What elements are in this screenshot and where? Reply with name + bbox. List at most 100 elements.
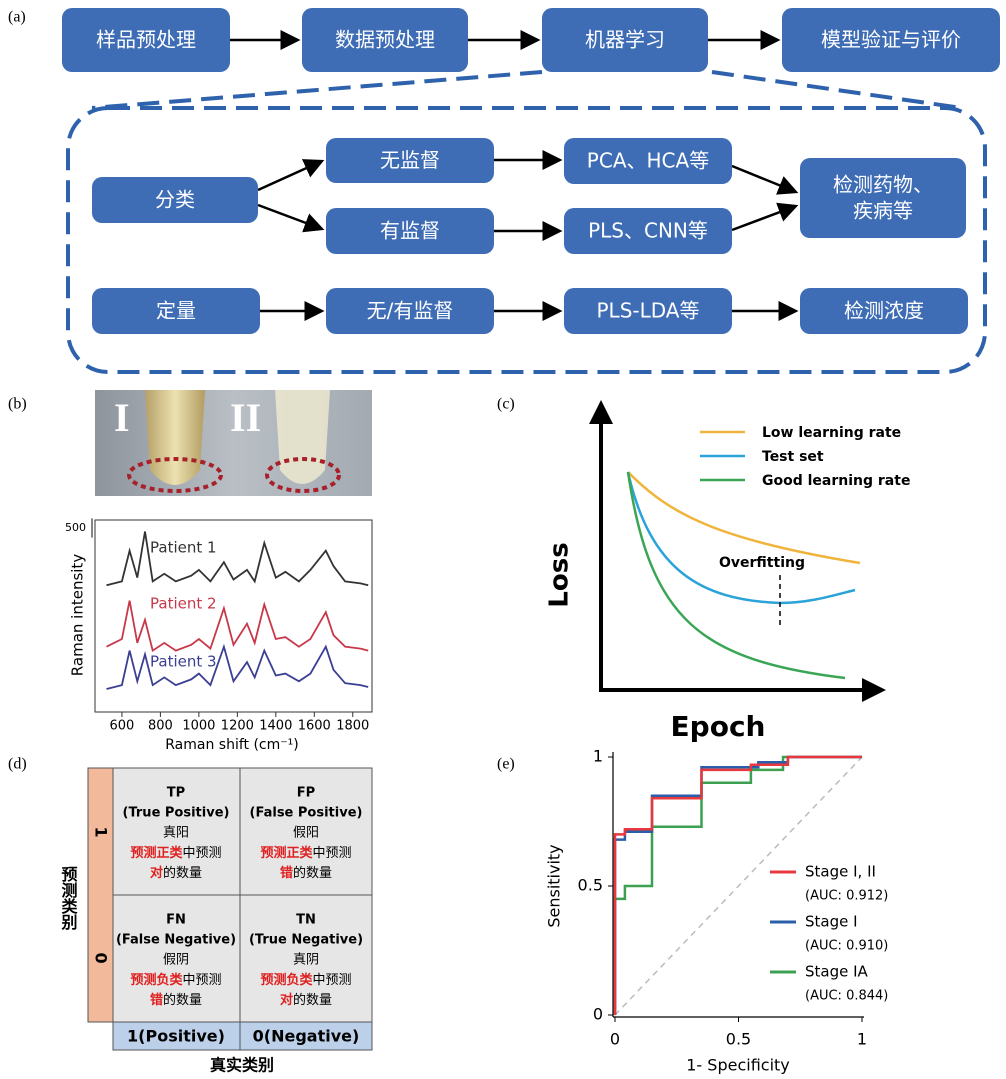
axis-label: 真实类别 [210, 1056, 274, 1075]
cell-name: (True Negative) [249, 933, 363, 948]
cell-line: 预测负类中预测 [130, 972, 221, 988]
series-line [107, 647, 369, 689]
legend-label: Test set [762, 449, 824, 465]
cell-red: 对 [150, 865, 163, 881]
cell-line: 预测正类中预测 [130, 845, 221, 861]
cell-text: 中预测 [313, 973, 352, 988]
axis-label: 预测类别 [59, 866, 79, 931]
cell-text: 中预测 [313, 846, 352, 861]
flow-label: 疾病等 [853, 199, 913, 223]
scale-label: 500 [65, 521, 86, 534]
tube-label: II [230, 395, 261, 440]
panel-label: (c) [497, 396, 515, 413]
cell-text: 中预测 [183, 846, 222, 861]
legend-label: Stage I, II [805, 863, 876, 881]
cell-code: FN [166, 913, 186, 928]
axis-label: Raman shift (cm⁻¹) [165, 737, 298, 753]
y-tick-label: 1 [593, 747, 603, 766]
flow-label: PLS-LDA等 [597, 299, 700, 323]
cell-text: 的数量 [293, 992, 332, 1008]
cell-zh: 真阳 [163, 826, 189, 841]
series-line [107, 532, 369, 586]
cell-red: 预测正类 [260, 845, 313, 861]
panel-label: (a) [8, 9, 26, 26]
col-label: 1(Positive) [127, 1027, 225, 1046]
flow-label: 分类 [155, 188, 195, 212]
loss-diagram: Low learning rate Test set Good learning… [545, 404, 911, 743]
flow-label: 机器学习 [585, 28, 665, 52]
x-tick-label: 1400 [259, 719, 292, 734]
cell-line: 错的数量 [280, 865, 332, 881]
y-tick-label: 0.5 [578, 876, 603, 895]
series-label: Patient 2 [150, 595, 217, 613]
flow-label: 样品预处理 [96, 28, 196, 52]
x-tick-label: 1600 [298, 719, 331, 734]
legend-label: Stage I [805, 913, 858, 931]
cell-red: 错 [150, 992, 163, 1008]
series-label: Patient 3 [150, 653, 217, 671]
cell-zh: 真阴 [293, 953, 319, 968]
legend-label: Stage IA [805, 963, 869, 981]
flow-label: 数据预处理 [335, 28, 435, 52]
x-tick-label: 0 [610, 1030, 620, 1049]
axis-label: Sensitivity [545, 844, 564, 927]
plot-frame [95, 520, 372, 712]
y-tick-label: 0 [593, 1005, 603, 1024]
cell-text: 的数量 [293, 865, 332, 881]
flow-label: PLS、CNN等 [588, 219, 708, 243]
cell-line: 错的数量 [150, 992, 202, 1008]
panel-label: (b) [8, 396, 27, 413]
flow-label: 定量 [156, 299, 196, 323]
axis-label: Raman intensity [69, 554, 87, 677]
x-tick-label: 1 [857, 1030, 867, 1049]
x-tick-label: 1200 [221, 719, 254, 734]
photo: I II [95, 390, 372, 496]
annotation: Overfitting [719, 555, 805, 571]
cell-text: 中预测 [183, 973, 222, 988]
figure: I II Low learning rate Test set Good lea… [0, 0, 1006, 1079]
x-tick-label: 1000 [182, 719, 215, 734]
flow-label: 模型验证与评价 [821, 28, 961, 52]
legend-auc: (AUC: 0.910) [805, 939, 888, 954]
cell-name: (True Positive) [123, 806, 230, 821]
flow-label: 无/有监督 [367, 299, 454, 323]
panel-label: (d) [8, 756, 27, 773]
x-tick-label: 1800 [336, 719, 369, 734]
cell-red: 对 [280, 992, 293, 1008]
legend-auc: (AUC: 0.844) [805, 989, 888, 1004]
cell-line: 对的数量 [280, 992, 332, 1008]
cell-code: TP [167, 786, 185, 801]
cell-red: 预测负类 [260, 972, 313, 988]
cell-text: 的数量 [163, 865, 202, 881]
cell-red: 预测负类 [130, 972, 183, 988]
cell-line: 预测负类中预测 [260, 972, 351, 988]
flow-label: 检测浓度 [844, 299, 924, 323]
legend-label: Good learning rate [762, 473, 910, 489]
flow-label: 无监督 [380, 148, 440, 172]
x-tick-label: 800 [148, 719, 173, 734]
col-label: 0(Negative) [253, 1027, 360, 1046]
cell-code: FP [297, 786, 315, 801]
flow-label: 检测药物、 [833, 173, 933, 197]
cell-line: 对的数量 [150, 865, 202, 881]
x-tick-label: 600 [110, 719, 135, 734]
cell-line: 预测正类中预测 [260, 845, 351, 861]
row-label: 1 [92, 826, 111, 837]
cell-text: 的数量 [163, 992, 202, 1008]
legend-label: Low learning rate [762, 425, 901, 441]
cell-name: (False Positive) [250, 806, 363, 821]
axis-label: Loss [545, 542, 575, 607]
cell-zh: 假阴 [163, 953, 189, 968]
tube-label: I [114, 395, 130, 440]
cell-code: TN [296, 913, 316, 928]
flow-label: 有监督 [380, 219, 440, 243]
panel-label: (e) [497, 756, 515, 773]
series-line [107, 601, 369, 651]
axis-label: 1- Specificity [686, 1056, 790, 1075]
series-label: Patient 1 [150, 539, 217, 557]
legend-auc: (AUC: 0.912) [805, 889, 888, 904]
row-label: 0 [92, 952, 111, 963]
flow-label: PCA、HCA等 [587, 149, 709, 173]
cell-red: 错 [280, 865, 293, 881]
cell-zh: 假阳 [293, 826, 319, 841]
